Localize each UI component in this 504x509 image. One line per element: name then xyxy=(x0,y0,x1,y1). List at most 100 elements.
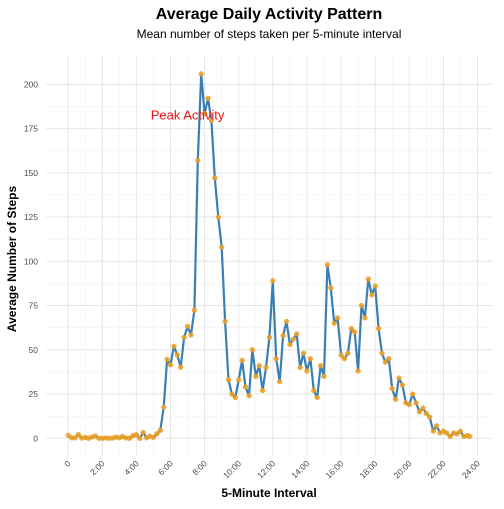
data-point xyxy=(72,435,78,441)
data-point xyxy=(423,410,429,417)
data-point xyxy=(406,402,412,408)
y-tick-label: 100 xyxy=(24,256,38,266)
data-point xyxy=(297,364,303,371)
data-point xyxy=(133,432,140,438)
data-point xyxy=(161,404,167,410)
data-point xyxy=(413,400,419,406)
data-point xyxy=(307,356,314,362)
data-point xyxy=(287,341,293,348)
data-point xyxy=(273,356,279,362)
data-point xyxy=(174,352,180,358)
data-point xyxy=(338,352,344,358)
data-point xyxy=(399,382,406,388)
data-point xyxy=(294,331,300,337)
chart-subtitle: Mean number of steps taken per 5-minute … xyxy=(137,27,402,41)
data-point xyxy=(362,315,368,321)
data-point xyxy=(191,307,198,313)
data-point xyxy=(341,356,348,362)
data-point xyxy=(358,303,365,309)
data-point xyxy=(331,320,337,326)
data-point xyxy=(140,430,146,436)
y-tick-label: 125 xyxy=(24,212,38,222)
y-tick-label: 150 xyxy=(24,168,38,178)
data-point xyxy=(137,435,143,441)
data-point xyxy=(376,326,382,332)
data-point xyxy=(75,432,82,438)
data-point xyxy=(253,373,259,380)
data-point xyxy=(266,334,273,341)
data-point xyxy=(263,364,269,371)
x-tick-label: 0 xyxy=(62,458,73,469)
y-tick-label: 50 xyxy=(29,345,39,355)
data-point xyxy=(467,433,473,440)
data-point xyxy=(314,395,320,401)
data-point xyxy=(171,343,177,349)
data-point xyxy=(205,95,211,101)
data-point xyxy=(420,405,426,411)
data-point xyxy=(198,71,204,77)
data-point xyxy=(430,428,436,434)
data-point xyxy=(454,431,460,437)
data-point xyxy=(154,431,160,437)
data-point xyxy=(290,336,296,342)
data-point xyxy=(348,326,354,332)
data-point xyxy=(280,333,286,339)
data-point xyxy=(260,387,266,394)
data-point xyxy=(365,276,371,282)
data-point xyxy=(215,214,221,220)
y-tick-label: 0 xyxy=(33,433,38,443)
data-point xyxy=(150,434,157,441)
y-tick-label: 25 xyxy=(29,389,39,399)
data-point xyxy=(434,423,440,429)
data-point xyxy=(389,386,395,392)
data-point xyxy=(225,377,232,383)
data-point xyxy=(249,347,256,353)
data-point xyxy=(427,414,433,420)
data-point xyxy=(202,111,208,117)
y-tick-label: 200 xyxy=(24,79,38,89)
data-point xyxy=(444,430,450,436)
data-point xyxy=(229,391,235,397)
data-point xyxy=(164,356,170,363)
data-point xyxy=(410,391,416,397)
data-point xyxy=(300,350,307,356)
data-point xyxy=(457,428,464,434)
data-point xyxy=(345,350,351,356)
y-axis-ticks: 0 25 50 75 100 125 150 175 200 xyxy=(24,79,38,443)
data-point xyxy=(328,285,334,291)
y-tick-label: 175 xyxy=(24,124,38,134)
data-point xyxy=(236,377,242,383)
data-point xyxy=(212,175,218,181)
data-point xyxy=(283,318,290,325)
data-point xyxy=(195,157,201,164)
data-point xyxy=(393,396,399,403)
data-point xyxy=(219,244,225,250)
data-point xyxy=(379,350,385,356)
data-point xyxy=(355,368,361,374)
data-point xyxy=(447,433,453,440)
data-point xyxy=(222,318,228,325)
data-point xyxy=(335,315,341,321)
data-point xyxy=(369,292,375,298)
x-axis-label: 5-Minute Interval xyxy=(221,486,316,500)
data-points xyxy=(65,71,473,441)
y-tick-label: 75 xyxy=(29,301,39,311)
data-point xyxy=(396,375,402,381)
data-point xyxy=(232,395,238,401)
data-point xyxy=(318,363,324,369)
data-point xyxy=(239,357,245,364)
data-point xyxy=(382,359,389,365)
data-point xyxy=(304,368,310,374)
data-point xyxy=(185,323,191,330)
data-point xyxy=(181,334,187,341)
data-point xyxy=(242,384,249,390)
y-axis-label: Average Number of Steps xyxy=(5,186,19,333)
data-point xyxy=(157,427,163,433)
data-point xyxy=(246,393,252,399)
data-point xyxy=(167,362,174,368)
data-point xyxy=(277,379,283,385)
data-point xyxy=(352,329,358,335)
data-point xyxy=(416,409,423,415)
